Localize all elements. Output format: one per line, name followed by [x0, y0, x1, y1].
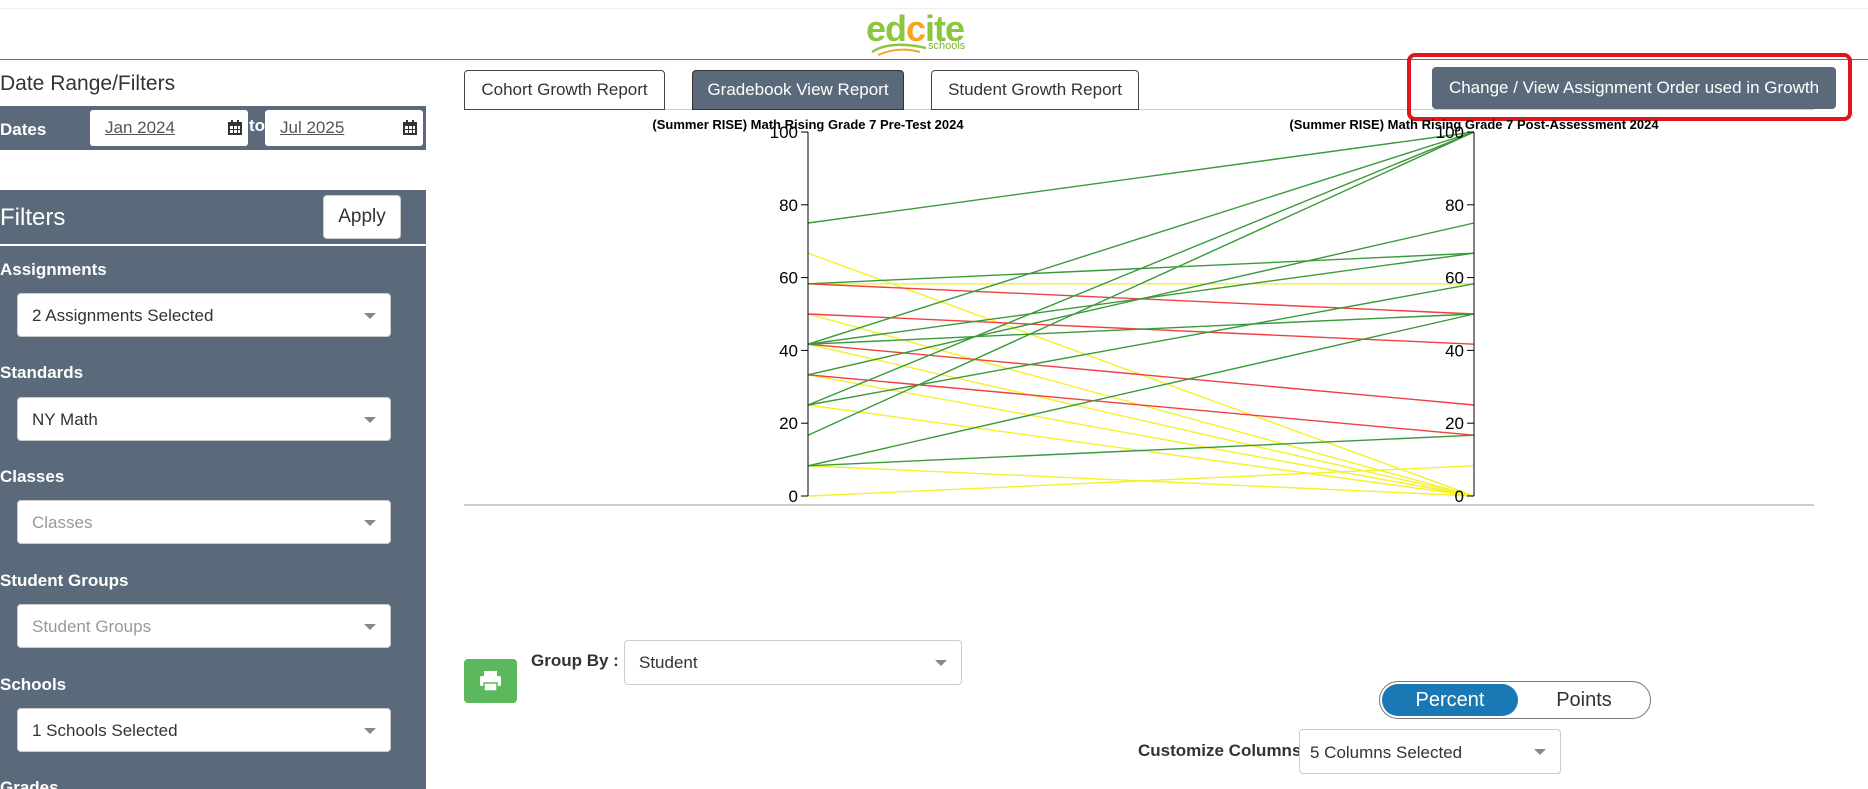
- customize-columns-value: 5 Columns Selected: [1310, 743, 1463, 762]
- date-from-input[interactable]: Jan 2024: [90, 110, 248, 146]
- assignments-select[interactable]: 2 Assignments Selected: [17, 293, 391, 337]
- group-by-label: Group By :: [531, 651, 619, 670]
- standards-label: Standards: [0, 363, 84, 382]
- tick-label: 40: [779, 341, 798, 360]
- top-divider: [0, 8, 1868, 9]
- date-range-title: Date Range/Filters: [0, 72, 176, 95]
- tab-gradebook-view[interactable]: Gradebook View Report: [692, 70, 904, 110]
- filters-title: Filters: [0, 204, 66, 231]
- date-to-input[interactable]: Jul 2025: [265, 110, 423, 146]
- dates-bar: Dates Jan 2024 to Jul 2025: [0, 106, 426, 150]
- chevron-down-icon: [364, 313, 376, 319]
- classes-select[interactable]: Classes: [17, 500, 391, 544]
- student-line-green: [807, 434, 1475, 467]
- chevron-down-icon: [1534, 749, 1546, 755]
- tick-label: 0: [1455, 487, 1464, 506]
- tick-label: 20: [779, 414, 798, 433]
- grades-label: Grades: [0, 778, 59, 789]
- print-icon: [480, 671, 501, 692]
- student-line-red: [807, 374, 1475, 436]
- top-bar: edcite schools: [0, 0, 1868, 60]
- group-by-select[interactable]: Student: [624, 640, 962, 685]
- highlight-outline: [1407, 53, 1852, 121]
- chevron-down-icon: [935, 660, 947, 666]
- axis-title-pre: (Summer RISE) Math Rising Grade 7 Pre-Te…: [652, 117, 964, 132]
- tab-row-divider: [464, 109, 1814, 110]
- calendar-icon[interactable]: [403, 120, 417, 135]
- toggle-points[interactable]: Points: [1556, 689, 1612, 711]
- tick-label: 80: [779, 196, 798, 215]
- apply-button[interactable]: Apply: [323, 195, 401, 239]
- logo-leaf-icon: [871, 43, 927, 56]
- filters-panel: Filters Apply Assignments 2 Assignments …: [0, 190, 426, 789]
- tick-label: 60: [779, 269, 798, 288]
- toggle-percent[interactable]: Percent: [1382, 684, 1518, 716]
- classes-placeholder: Classes: [32, 513, 93, 532]
- logo-word: edcite: [866, 8, 965, 49]
- tab-student-growth[interactable]: Student Growth Report: [931, 70, 1139, 110]
- classes-label: Classes: [0, 467, 65, 486]
- student-line-green: [807, 131, 1475, 345]
- schools-value: 1 Schools Selected: [32, 721, 178, 740]
- chevron-down-icon: [364, 728, 376, 734]
- student-groups-select[interactable]: Student Groups: [17, 604, 391, 648]
- schools-select[interactable]: 1 Schools Selected: [17, 708, 391, 752]
- group-by-value: Student: [639, 653, 698, 672]
- student-line-green: [807, 131, 1475, 224]
- student-line-red: [807, 343, 1475, 406]
- student-line-yellow: [807, 465, 1475, 497]
- student-line-green: [807, 313, 1475, 467]
- tab-cohort-growth[interactable]: Cohort Growth Report: [464, 70, 665, 110]
- customize-columns-select[interactable]: 5 Columns Selected: [1299, 729, 1561, 774]
- date-to-label: to: [249, 116, 266, 135]
- tick-label: 100: [770, 123, 798, 142]
- percent-points-toggle[interactable]: Percent Points: [1379, 681, 1651, 719]
- tick-label: 20: [1445, 414, 1464, 433]
- customize-columns-label: Customize Columns:: [1138, 741, 1308, 760]
- student-line-green: [807, 252, 1475, 285]
- filters-header: Filters Apply: [0, 190, 426, 246]
- student-groups-label: Student Groups: [0, 571, 129, 590]
- student-line-yellow: [807, 343, 1475, 497]
- change-assignment-order-button[interactable]: Change / View Assignment Order used in G…: [1432, 67, 1836, 109]
- tick-label: 40: [1445, 341, 1464, 360]
- print-button[interactable]: [464, 659, 517, 703]
- student-line-yellow: [807, 374, 1475, 497]
- dates-label: Dates: [0, 120, 47, 139]
- chevron-down-icon: [364, 417, 376, 423]
- chevron-down-icon: [364, 520, 376, 526]
- assignments-value: 2 Assignments Selected: [32, 306, 214, 325]
- logo-subtitle: schools: [928, 40, 966, 52]
- standards-select[interactable]: NY Math: [17, 397, 391, 441]
- edcite-logo[interactable]: edcite schools: [866, 6, 976, 56]
- assignments-label: Assignments: [0, 260, 107, 279]
- axis-title-post: (Summer RISE) Math Rising Grade 7 Post-A…: [1289, 117, 1659, 132]
- student-line-green: [807, 313, 1475, 345]
- calendar-icon[interactable]: [228, 120, 242, 135]
- chevron-down-icon: [364, 624, 376, 630]
- student-groups-placeholder: Student Groups: [32, 617, 152, 636]
- tick-label: 60: [1445, 269, 1464, 288]
- date-to-value: Jul 2025: [280, 118, 345, 137]
- tick-label: 80: [1445, 196, 1464, 215]
- student-line-green: [807, 283, 1475, 406]
- standards-value: NY Math: [32, 410, 98, 429]
- tick-label: 0: [789, 487, 798, 506]
- tick-label: 100: [1436, 123, 1464, 142]
- schools-label: Schools: [0, 675, 67, 694]
- date-from-value: Jan 2024: [105, 118, 175, 137]
- student-line-green: [807, 252, 1475, 345]
